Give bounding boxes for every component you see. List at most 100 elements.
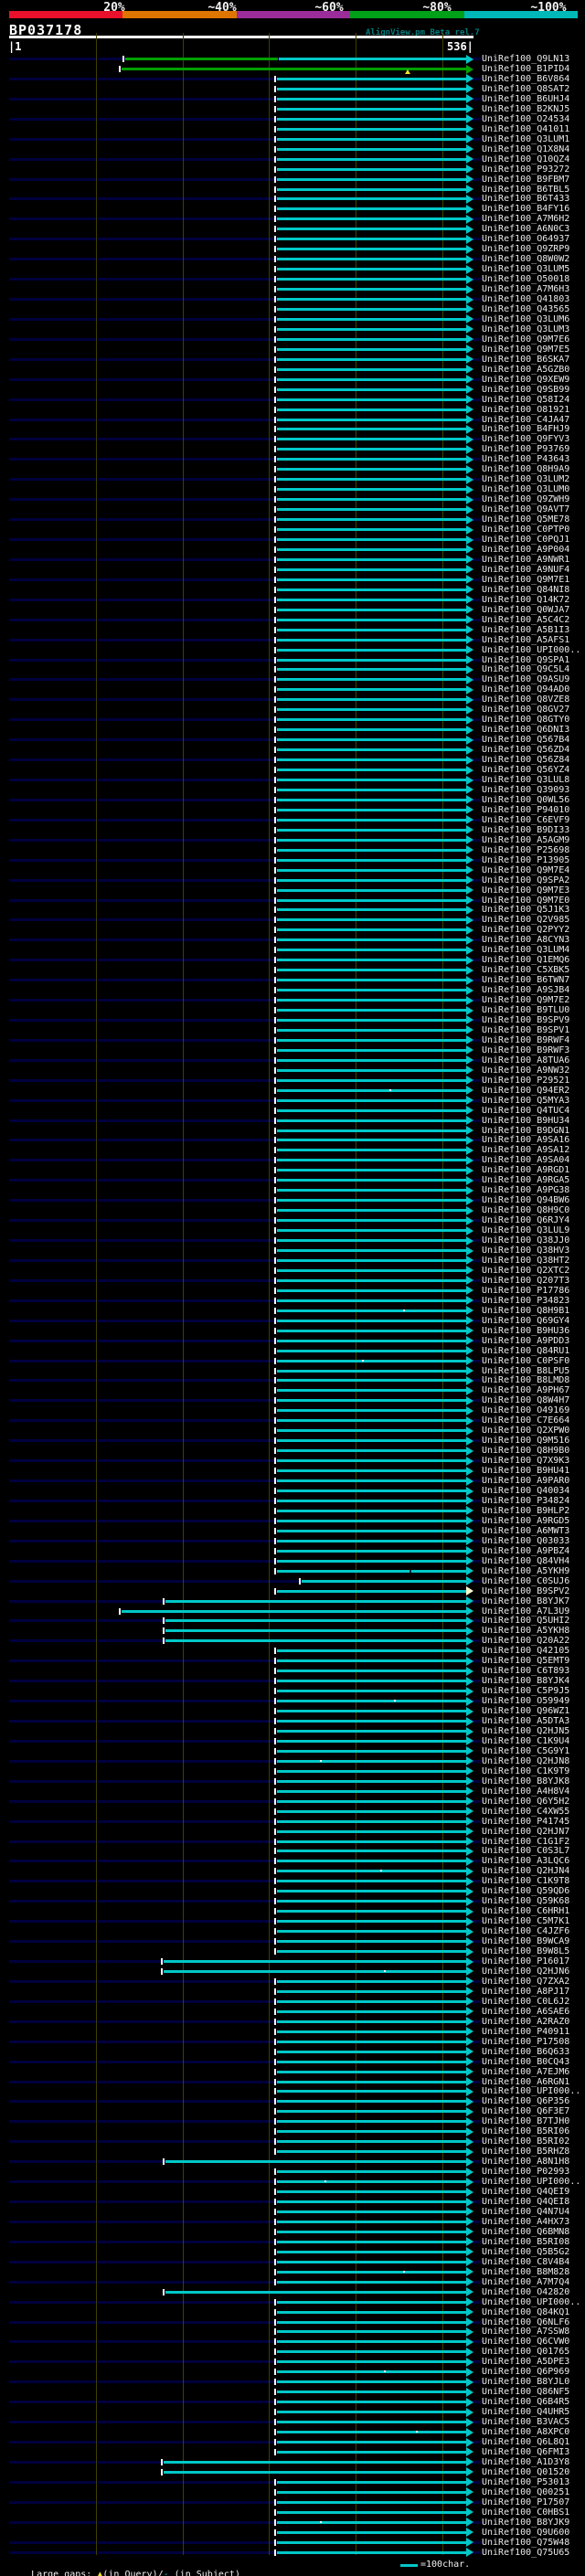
hit-bar xyxy=(276,1549,466,1553)
hit-start-tick xyxy=(273,706,276,714)
hit-end-arrow-icon xyxy=(466,1726,473,1736)
hit-bar xyxy=(276,1649,466,1653)
hit-label: UniRef100_P40911 xyxy=(482,2026,570,2037)
row-guide-line xyxy=(9,1499,481,1502)
hit-end-arrow-icon xyxy=(466,224,473,234)
bar-dot-marker xyxy=(416,2431,419,2433)
hit-bar xyxy=(276,2480,466,2484)
hit-end-arrow-icon xyxy=(466,835,473,845)
hit-start-tick xyxy=(273,1227,276,1235)
hit-start-tick xyxy=(273,2359,276,2366)
row-guide-line xyxy=(9,2140,481,2144)
hit-label: UniRef100_C6EVF9 xyxy=(482,814,570,825)
hit-label: UniRef100_Q84NI8 xyxy=(482,584,570,595)
hit-label: UniRef100_Q8SAT2 xyxy=(482,83,570,94)
hit-start-tick xyxy=(273,747,276,754)
hit-bar xyxy=(276,758,466,761)
hit-label: UniRef100_Q84KQ1 xyxy=(482,2306,570,2317)
hit-start-tick xyxy=(273,927,276,934)
hit-bar xyxy=(125,58,278,60)
hit-start-tick xyxy=(273,2138,276,2146)
hit-bar xyxy=(276,618,466,621)
row-guide-line xyxy=(9,638,481,641)
row-guide-line xyxy=(9,117,481,121)
hit-start-tick xyxy=(273,1888,276,1895)
hit-bar xyxy=(276,668,466,672)
hit-bar xyxy=(276,1670,466,1673)
hit-start-tick xyxy=(273,1848,276,1855)
hit-label: UniRef100_A5AGM9 xyxy=(482,834,570,845)
hit-end-arrow-icon xyxy=(466,365,473,375)
hit-bar xyxy=(276,278,466,281)
hit-start-tick xyxy=(273,806,276,813)
hit-bar xyxy=(276,678,466,682)
hit-end-arrow-icon xyxy=(466,494,473,504)
hit-label: UniRef100_B8YJK8 xyxy=(482,1776,570,1786)
hit-start-tick xyxy=(273,2068,276,2075)
hit-start-tick xyxy=(273,826,276,833)
hit-end-arrow-icon xyxy=(466,2487,473,2497)
hit-label: UniRef100_Q41011 xyxy=(482,123,570,134)
hit-bar xyxy=(276,808,466,811)
hit-end-arrow-icon xyxy=(466,625,473,635)
hit-bar xyxy=(276,1258,466,1262)
hit-bar xyxy=(276,1459,466,1463)
hit-start-tick xyxy=(273,376,276,383)
hit-start-tick xyxy=(273,1998,276,2005)
hit-bar xyxy=(276,1589,466,1593)
hit-bar xyxy=(276,2070,466,2073)
row-guide-line xyxy=(9,398,481,401)
hit-start-tick xyxy=(273,95,276,102)
hit-end-arrow-icon xyxy=(466,925,473,935)
hit-bar xyxy=(276,1179,466,1182)
hit-label: UniRef100_A3LQC6 xyxy=(482,1856,570,1867)
hit-end-arrow-icon xyxy=(466,2538,473,2547)
hit-label: UniRef100_Q5EMT9 xyxy=(482,1656,570,1667)
bar-dot-marker xyxy=(361,1359,364,1362)
hit-bar xyxy=(276,1098,466,1102)
row-guide-line xyxy=(9,1479,481,1482)
hit-bar xyxy=(276,1189,466,1193)
hit-label: UniRef100_Q9ZRP9 xyxy=(482,244,570,255)
hit-start-tick xyxy=(273,276,276,283)
hit-label: UniRef100_Q6FMI3 xyxy=(482,2446,570,2457)
hit-start-tick xyxy=(273,997,276,1003)
hit-bar xyxy=(276,1880,466,1883)
hit-label: UniRef100_Q9U600 xyxy=(482,2527,570,2538)
hit-start-tick xyxy=(273,1858,276,1865)
hit-bar xyxy=(276,999,466,1002)
hit-start-tick xyxy=(273,216,276,223)
hit-end-arrow-icon xyxy=(466,185,473,194)
hit-start-tick xyxy=(273,1007,276,1013)
hit-label: UniRef100_Q6NLF6 xyxy=(482,2316,570,2327)
hit-end-arrow-icon xyxy=(466,2417,473,2427)
hit-end-arrow-icon xyxy=(466,1035,473,1045)
hit-start-tick xyxy=(273,2328,276,2336)
hit-start-tick xyxy=(273,1488,276,1494)
hit-bar xyxy=(276,1519,466,1522)
hit-bar xyxy=(276,2490,466,2494)
hit-end-arrow-icon xyxy=(466,1446,473,1456)
hit-end-arrow-icon xyxy=(466,1506,473,1516)
hit-bar xyxy=(276,2200,466,2203)
hit-end-arrow-icon xyxy=(466,1076,473,1086)
large-gaps-legend: Large gaps: ▲(in Query)/- (in Subject) xyxy=(9,2560,240,2576)
hit-bar xyxy=(276,1149,466,1152)
hit-bar xyxy=(276,848,466,852)
hit-end-arrow-icon xyxy=(466,885,473,895)
hit-start-tick xyxy=(273,1076,276,1084)
hit-end-arrow-icon xyxy=(466,655,473,664)
hit-start-tick xyxy=(273,2238,276,2245)
hit-start-tick xyxy=(273,2058,276,2065)
hit-start-tick xyxy=(273,2308,276,2316)
hit-end-arrow-icon xyxy=(466,585,473,595)
hit-start-tick xyxy=(273,1287,276,1294)
hit-end-arrow-icon xyxy=(466,715,473,725)
hit-end-arrow-icon xyxy=(466,2247,473,2257)
row-guide-line xyxy=(9,658,481,662)
hit-label: UniRef100_C0PQJ1 xyxy=(482,535,570,545)
hit-label: UniRef100_B6T433 xyxy=(482,194,570,205)
hit-label: UniRef100_B9TLU0 xyxy=(482,1005,570,1015)
hit-end-arrow-icon xyxy=(466,1606,473,1616)
hit-start-tick xyxy=(162,1627,165,1635)
